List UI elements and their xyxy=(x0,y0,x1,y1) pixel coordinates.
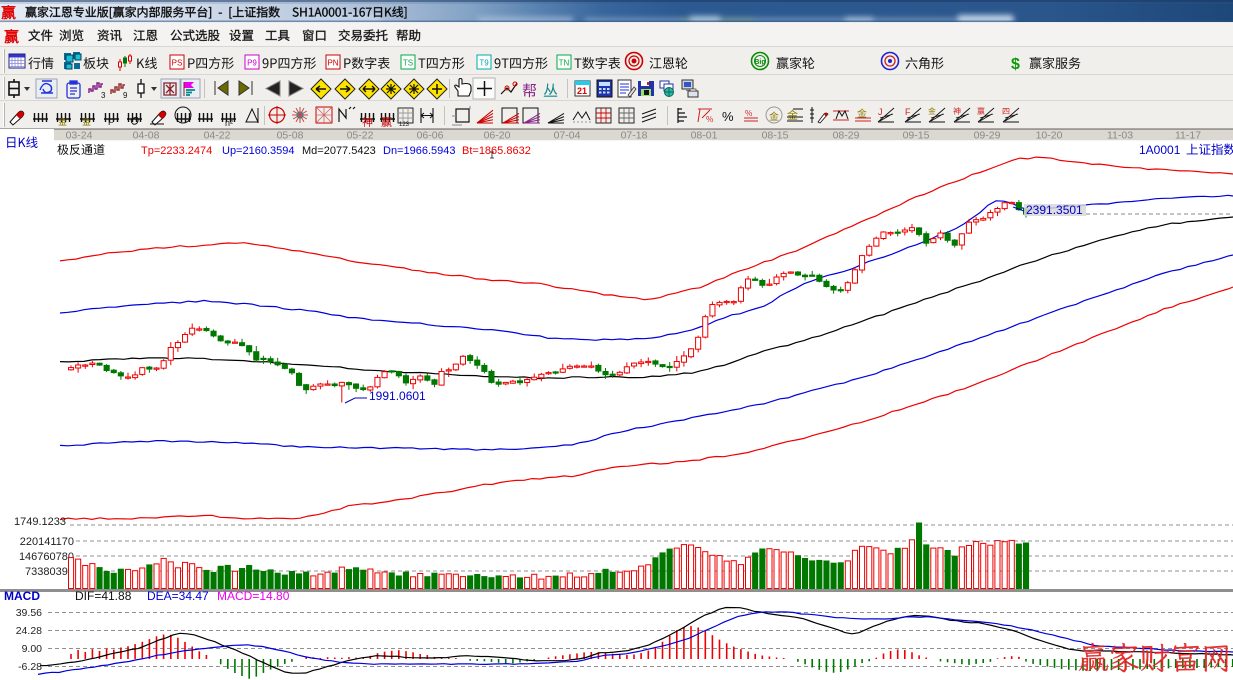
svg-text:09-29: 09-29 xyxy=(974,130,1001,142)
svg-text:9.00: 9.00 xyxy=(22,643,43,655)
svg-text:%: % xyxy=(722,109,734,124)
svg-text:08-15: 08-15 xyxy=(762,130,789,142)
svg-text:$: $ xyxy=(1011,56,1020,73)
svg-text:T9: T9 xyxy=(479,59,489,68)
svg-text:PS: PS xyxy=(172,59,183,68)
svg-text:39.56: 39.56 xyxy=(16,607,42,619)
svg-text:08-29: 08-29 xyxy=(833,130,860,142)
svg-text:n²: n² xyxy=(225,118,233,128)
svg-text:08-01: 08-01 xyxy=(691,130,718,142)
svg-text:21: 21 xyxy=(577,86,587,96)
svg-text:F: F xyxy=(108,117,114,127)
svg-text:1A0001: 1A0001 xyxy=(1139,143,1181,157)
svg-text:123: 123 xyxy=(399,122,410,128)
svg-text:Up=2160.3594: Up=2160.3594 xyxy=(222,145,294,157)
svg-text:9: 9 xyxy=(123,91,128,100)
svg-text:DEA=34.47: DEA=34.47 xyxy=(147,589,209,603)
svg-text:04-08: 04-08 xyxy=(133,130,160,142)
svg-text:73380390: 73380390 xyxy=(25,566,74,578)
svg-text:P9: P9 xyxy=(247,59,257,68)
svg-text:05-22: 05-22 xyxy=(347,130,374,142)
svg-text:1749.1233: 1749.1233 xyxy=(14,516,66,528)
svg-text:11-03: 11-03 xyxy=(1107,130,1133,142)
svg-text:10-20: 10-20 xyxy=(1036,130,1063,142)
svg-text:11-17: 11-17 xyxy=(1175,130,1201,142)
svg-text:146760780: 146760780 xyxy=(19,551,74,563)
svg-text:2391.3501: 2391.3501 xyxy=(1026,203,1083,217)
svg-text:MACD: MACD xyxy=(4,589,40,603)
svg-text:3: 3 xyxy=(101,91,106,100)
svg-text:04-22: 04-22 xyxy=(204,130,231,142)
svg-text:Big: Big xyxy=(754,59,765,66)
svg-text:DIF=41.88: DIF=41.88 xyxy=(75,589,132,603)
svg-text:07-04: 07-04 xyxy=(554,130,581,142)
svg-text:Dn=1966.5943: Dn=1966.5943 xyxy=(383,145,455,157)
svg-text:F: F xyxy=(905,107,911,117)
svg-text:06-20: 06-20 xyxy=(484,130,511,142)
svg-text:TN: TN xyxy=(559,59,570,68)
svg-text:05-08: 05-08 xyxy=(277,130,304,142)
svg-text:1991.0601: 1991.0601 xyxy=(369,389,426,403)
svg-text:PN: PN xyxy=(327,59,338,68)
svg-text:Md=2077.5423: Md=2077.5423 xyxy=(302,145,376,157)
svg-text:09-15: 09-15 xyxy=(903,130,930,142)
svg-text:TS: TS xyxy=(403,59,413,68)
svg-text:J: J xyxy=(878,107,883,117)
svg-text:Tp=2233.2474: Tp=2233.2474 xyxy=(141,145,212,157)
svg-text:-6.28: -6.28 xyxy=(18,661,42,673)
svg-text:24.28: 24.28 xyxy=(16,625,42,637)
svg-text:06-06: 06-06 xyxy=(417,130,444,142)
svg-text:07-18: 07-18 xyxy=(621,130,648,142)
svg-text:Bt=1865.8632: Bt=1865.8632 xyxy=(462,145,531,157)
svg-text:MACD=14.80: MACD=14.80 xyxy=(217,589,290,603)
svg-text:03-24: 03-24 xyxy=(66,130,93,142)
svg-text:220141170: 220141170 xyxy=(20,536,74,548)
